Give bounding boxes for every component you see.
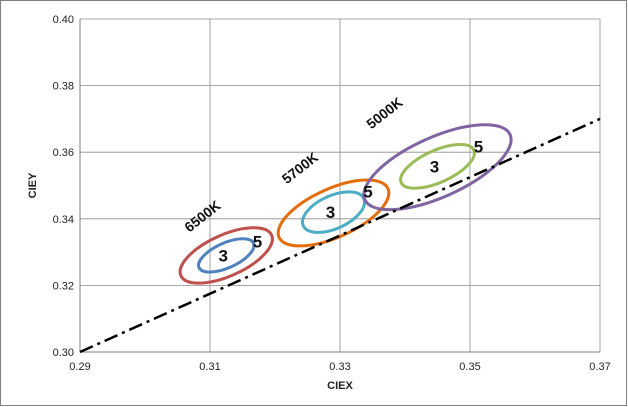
cct-label-5700K: 5700K — [279, 149, 321, 187]
x-axis-title: CIEX — [327, 380, 353, 392]
x-tick-labels: 0.29 0.31 0.33 0.35 0.37 — [69, 361, 610, 373]
tolerance-ellipses — [178, 123, 513, 285]
label-step-5-5000K: 5 — [474, 138, 483, 157]
x-tick-label: 0.37 — [589, 361, 610, 373]
label-step-5-6500K: 5 — [253, 232, 262, 251]
ellipse-5700K-step-5 — [276, 178, 391, 248]
y-tick-label: 0.34 — [53, 214, 74, 226]
y-tick-label: 0.40 — [53, 14, 74, 26]
cct-label-5000K: 5000K — [363, 94, 405, 132]
ellipse-5000K-step-5 — [362, 123, 513, 212]
x-tick-label: 0.35 — [459, 361, 480, 373]
planckian-locus — [79, 117, 601, 354]
cct-label-6500K: 6500K — [181, 197, 223, 235]
ellipse-6500K-step-5 — [178, 226, 274, 285]
label-step-3-5000K: 3 — [430, 157, 439, 176]
y-tick-label: 0.30 — [53, 347, 74, 359]
y-tick-label: 0.32 — [53, 280, 74, 292]
x-tick-label: 0.31 — [199, 361, 220, 373]
x-tick-label: 0.29 — [69, 361, 90, 373]
label-step-5-5700K: 5 — [363, 183, 372, 202]
ellipse-6500K-step-3 — [197, 237, 256, 274]
y-axis-title: CIEY — [27, 172, 39, 198]
y-tick-labels: 0.30 0.32 0.34 0.36 0.38 0.40 — [53, 14, 74, 359]
ellipse-5000K-step-3 — [399, 142, 476, 190]
planckian-locus-line — [79, 117, 601, 354]
x-tick-label: 0.33 — [329, 361, 350, 373]
y-tick-label: 0.38 — [53, 81, 74, 93]
y-tick-label: 0.36 — [53, 147, 74, 159]
label-step-3-5700K: 3 — [326, 203, 335, 222]
plot-area-border — [79, 19, 600, 353]
label-step-3-6500K: 3 — [219, 246, 228, 265]
